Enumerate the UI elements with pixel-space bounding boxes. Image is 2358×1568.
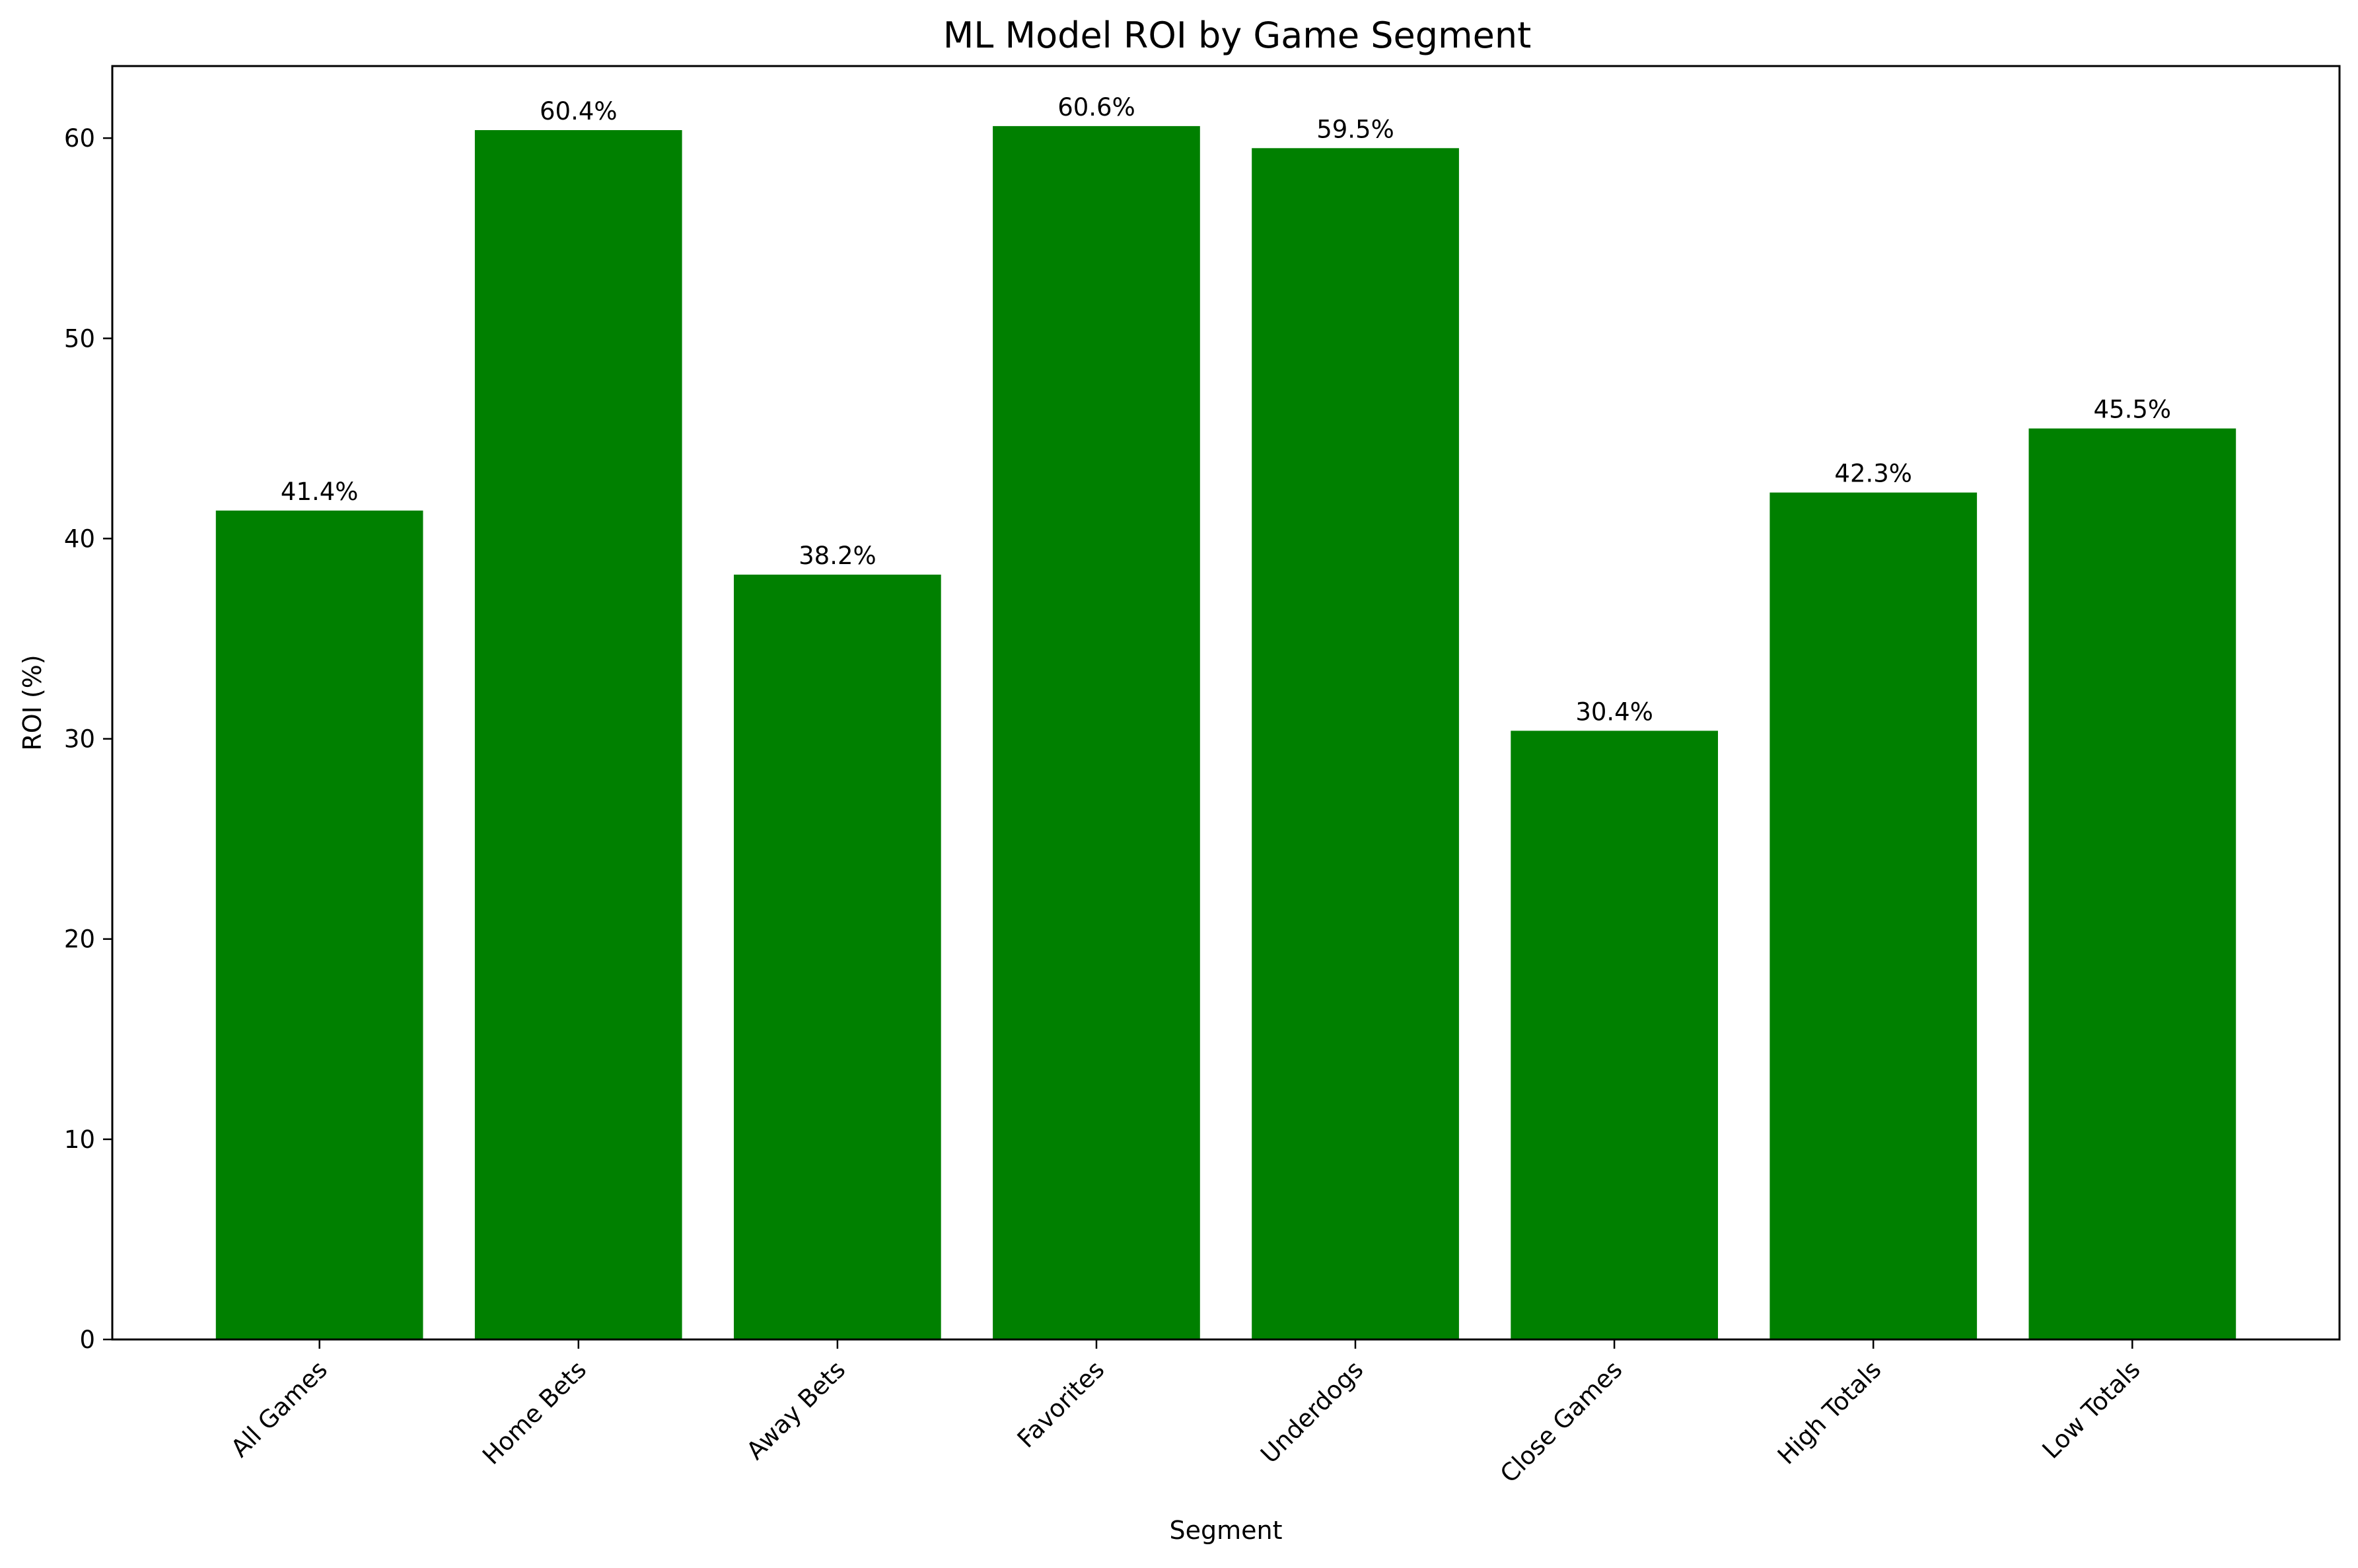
bar-all-games — [215, 511, 423, 1339]
data-label: 38.2% — [799, 542, 876, 570]
data-label: 30.4% — [1575, 697, 1653, 726]
y-tick-label: 50 — [64, 324, 95, 353]
bar-favorites — [993, 125, 1200, 1339]
y-tick-label: 10 — [64, 1125, 95, 1154]
y-tick-label: 30 — [64, 725, 95, 754]
y-tick-label: 60 — [64, 124, 95, 153]
y-axis-label: ROI (%) — [18, 655, 47, 750]
chart-title: ML Model ROI by Game Segment — [943, 15, 1532, 56]
bar-low-totals — [2028, 428, 2236, 1340]
data-label: 45.5% — [2094, 396, 2172, 424]
data-label: 42.3% — [1834, 460, 1912, 488]
data-labels-layer: 41.4% 60.4% 38.2% 60.6% 59.5% 30.4% 42.3% 45.5% — [281, 93, 2171, 727]
y-tick-label: 0 — [79, 1326, 95, 1354]
bar-home-bets — [474, 130, 682, 1339]
bars-layer — [215, 125, 2236, 1340]
data-label: 60.4% — [540, 97, 618, 125]
bar-underdogs — [1252, 148, 1459, 1339]
bar-close-games — [1511, 731, 1718, 1339]
y-axis: 0 10 20 30 40 50 60 — [64, 124, 112, 1354]
data-label: 59.5% — [1316, 115, 1394, 143]
x-axis-label: Segment — [1170, 1516, 1283, 1545]
plot-frame — [111, 65, 2341, 1341]
bar-away-bets — [734, 575, 941, 1339]
data-label: 41.4% — [281, 478, 359, 506]
y-tick-label: 40 — [64, 524, 95, 553]
y-tick-label: 20 — [64, 925, 95, 954]
bar-high-totals — [1769, 492, 1978, 1340]
data-label: 60.6% — [1057, 93, 1135, 122]
